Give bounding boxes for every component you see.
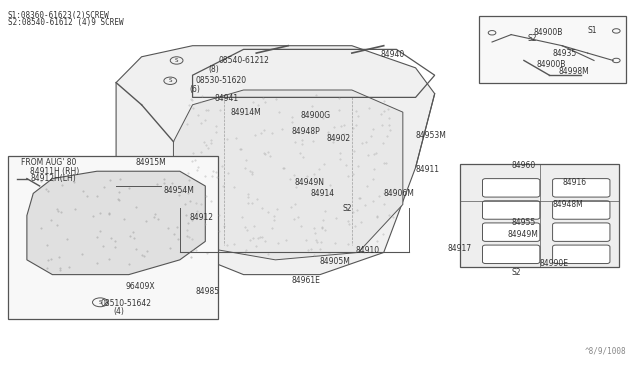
Text: ^8/9/1008: ^8/9/1008: [584, 347, 626, 356]
Text: S: S: [175, 58, 179, 63]
Text: 84915M: 84915M: [135, 158, 166, 167]
FancyBboxPatch shape: [483, 179, 540, 197]
Text: 84949M: 84949M: [508, 230, 539, 239]
Text: S: S: [99, 300, 102, 305]
Text: 96409X: 96409X: [125, 282, 156, 291]
Text: 84914: 84914: [310, 189, 335, 198]
Text: 84941: 84941: [215, 94, 239, 103]
Text: 08510-51642: 08510-51642: [100, 299, 151, 308]
Polygon shape: [460, 164, 620, 267]
Text: (6): (6): [189, 85, 200, 94]
Text: 84900B: 84900B: [534, 28, 563, 37]
Text: 84948M: 84948M: [552, 200, 583, 209]
Text: 84912H(LH): 84912H(LH): [30, 174, 76, 183]
Text: 84955: 84955: [511, 218, 536, 227]
Text: 84912: 84912: [189, 213, 213, 222]
Text: 84961E: 84961E: [291, 276, 320, 285]
FancyBboxPatch shape: [483, 245, 540, 263]
Text: 84902: 84902: [326, 134, 351, 143]
Text: S1: S1: [588, 26, 597, 35]
Text: S: S: [168, 78, 172, 83]
Text: S2:08540-61612 (4)9 SCREW: S2:08540-61612 (4)9 SCREW: [8, 18, 124, 28]
Text: S2: S2: [527, 34, 536, 43]
Bar: [479, 16, 626, 83]
Text: 84911H (RH): 84911H (RH): [30, 167, 79, 176]
Text: 84990E: 84990E: [540, 259, 569, 268]
Text: S1:08360-61623(2)SCREW: S1:08360-61623(2)SCREW: [8, 11, 109, 20]
Text: 08540-61212: 08540-61212: [218, 56, 269, 65]
Text: 84911: 84911: [415, 165, 440, 174]
Text: (8): (8): [209, 65, 220, 74]
FancyBboxPatch shape: [552, 201, 610, 219]
Text: S2: S2: [511, 268, 521, 277]
Text: 84906M: 84906M: [384, 189, 415, 198]
Text: 84935: 84935: [552, 49, 577, 58]
Text: (4): (4): [113, 307, 124, 316]
Text: 84985: 84985: [196, 287, 220, 296]
Text: 84900G: 84900G: [301, 110, 331, 120]
Text: 84949N: 84949N: [294, 178, 324, 187]
Text: 84905M: 84905M: [320, 257, 351, 266]
Polygon shape: [27, 171, 205, 275]
Text: 84960: 84960: [511, 161, 536, 170]
Text: 84917: 84917: [447, 244, 472, 253]
FancyBboxPatch shape: [483, 201, 540, 219]
Text: 84954M: 84954M: [164, 186, 195, 195]
Text: 84916: 84916: [562, 178, 586, 187]
Text: S2: S2: [342, 203, 352, 213]
Text: 84910: 84910: [355, 246, 379, 255]
Text: 84953M: 84953M: [415, 131, 447, 140]
Polygon shape: [173, 90, 403, 260]
Text: 08530-51620: 08530-51620: [196, 76, 247, 85]
Polygon shape: [116, 46, 435, 275]
Text: 84900B: 84900B: [537, 60, 566, 70]
Text: 84940: 84940: [381, 51, 404, 60]
Text: 84998M: 84998M: [559, 67, 589, 76]
Bar: [8, 157, 218, 319]
FancyBboxPatch shape: [552, 245, 610, 263]
FancyBboxPatch shape: [552, 179, 610, 197]
FancyBboxPatch shape: [483, 223, 540, 241]
Text: 84948P: 84948P: [291, 127, 320, 136]
Text: FROM AUG' 80: FROM AUG' 80: [20, 157, 76, 167]
Text: 84914M: 84914M: [231, 108, 262, 117]
FancyBboxPatch shape: [552, 223, 610, 241]
